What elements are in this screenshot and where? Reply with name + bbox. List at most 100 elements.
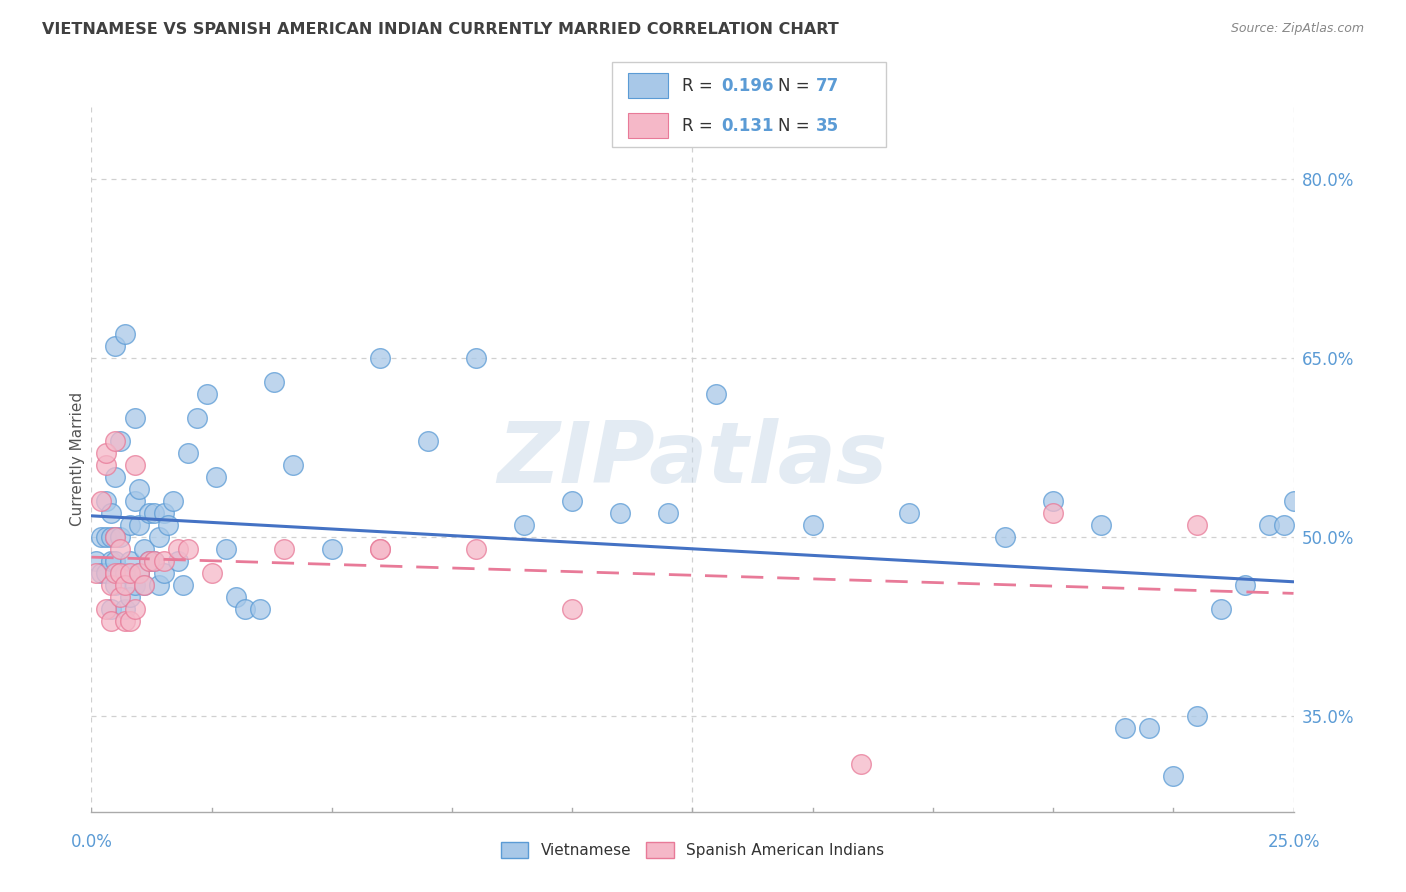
Point — [94, 601, 117, 615]
Point — [128, 482, 150, 496]
Point — [124, 458, 146, 473]
Point — [186, 410, 208, 425]
Point — [128, 566, 150, 580]
Point — [94, 494, 117, 508]
Point — [897, 506, 920, 520]
Point — [176, 446, 198, 460]
Point — [124, 578, 146, 592]
Point — [110, 590, 132, 604]
Point — [233, 601, 256, 615]
Text: 0.131: 0.131 — [721, 117, 773, 135]
Point — [128, 566, 150, 580]
Point — [94, 566, 117, 580]
Point — [157, 518, 180, 533]
Point — [110, 541, 132, 556]
Point — [368, 541, 391, 556]
Point — [118, 590, 141, 604]
Point — [1258, 518, 1281, 533]
Point — [138, 506, 160, 520]
Point — [118, 614, 141, 628]
Point — [152, 566, 174, 580]
Text: R =: R = — [682, 77, 718, 95]
Point — [110, 566, 132, 580]
Point — [100, 578, 122, 592]
Point — [1090, 518, 1112, 533]
Point — [152, 554, 174, 568]
Legend: Vietnamese, Spanish American Indians: Vietnamese, Spanish American Indians — [495, 836, 890, 864]
Point — [849, 756, 872, 771]
Point — [118, 566, 141, 580]
Text: Source: ZipAtlas.com: Source: ZipAtlas.com — [1230, 22, 1364, 36]
Point — [561, 601, 583, 615]
Point — [138, 554, 160, 568]
Point — [134, 578, 156, 592]
Point — [114, 578, 136, 592]
Point — [100, 554, 122, 568]
Point — [465, 351, 488, 365]
Point — [100, 614, 122, 628]
Point — [706, 386, 728, 401]
Point — [225, 590, 247, 604]
Point — [134, 541, 156, 556]
Point — [1234, 578, 1257, 592]
Point — [124, 410, 146, 425]
Point — [104, 530, 127, 544]
Point — [94, 446, 117, 460]
Point — [90, 530, 112, 544]
Point — [167, 554, 190, 568]
Point — [104, 434, 127, 449]
Point — [90, 494, 112, 508]
Text: 25.0%: 25.0% — [1267, 833, 1320, 851]
Point — [195, 386, 218, 401]
Point — [215, 541, 238, 556]
Point — [148, 578, 170, 592]
Point — [94, 530, 117, 544]
Text: N =: N = — [778, 117, 814, 135]
Point — [465, 541, 488, 556]
Point — [114, 326, 136, 341]
Point — [283, 458, 305, 473]
Point — [142, 554, 165, 568]
Point — [801, 518, 824, 533]
Point — [368, 351, 391, 365]
Point — [152, 506, 174, 520]
Point — [134, 578, 156, 592]
Point — [1187, 518, 1209, 533]
Point — [94, 458, 117, 473]
Point — [110, 434, 132, 449]
Point — [1211, 601, 1233, 615]
Point — [273, 541, 295, 556]
Point — [100, 530, 122, 544]
Text: R =: R = — [682, 117, 718, 135]
Point — [1161, 769, 1184, 783]
Point — [1137, 721, 1160, 735]
Point — [1042, 506, 1064, 520]
Point — [84, 554, 107, 568]
Point — [513, 518, 536, 533]
Point — [142, 506, 165, 520]
Point — [100, 506, 122, 520]
Point — [114, 601, 136, 615]
Point — [321, 541, 343, 556]
Point — [368, 541, 391, 556]
Point — [84, 566, 107, 580]
Point — [1272, 518, 1295, 533]
Point — [172, 578, 194, 592]
Point — [104, 470, 127, 484]
Text: 0.0%: 0.0% — [70, 833, 112, 851]
Point — [1042, 494, 1064, 508]
Point — [205, 470, 228, 484]
Point — [114, 566, 136, 580]
Point — [128, 518, 150, 533]
Point — [124, 494, 146, 508]
Text: ZIPatlas: ZIPatlas — [498, 417, 887, 501]
Point — [1282, 494, 1305, 508]
Point — [138, 554, 160, 568]
Text: VIETNAMESE VS SPANISH AMERICAN INDIAN CURRENTLY MARRIED CORRELATION CHART: VIETNAMESE VS SPANISH AMERICAN INDIAN CU… — [42, 22, 839, 37]
Text: 77: 77 — [815, 77, 839, 95]
Text: 0.196: 0.196 — [721, 77, 773, 95]
Point — [104, 554, 127, 568]
Point — [561, 494, 583, 508]
Point — [167, 541, 190, 556]
Point — [104, 566, 127, 580]
